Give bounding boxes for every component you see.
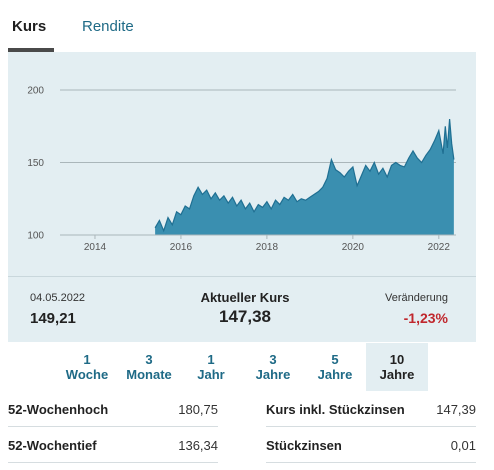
stat-row-accrued-interest: Stückzinsen 0,01 [266,427,476,463]
stat-label: 52-Wochentief [8,438,97,453]
period-unit: Jahre [379,367,415,382]
stat-value: 147,39 [436,402,476,417]
x-tick-label: 2018 [256,242,279,253]
stat-row-52w-low: 52-Wochentief 136,34 [8,427,218,463]
period-number: 1 [207,352,215,367]
stat-row-52w-high: 52-Wochenhoch 180,75 [8,391,218,427]
change-value: -1,23% [403,310,448,326]
price-date: 04.05.2022 [30,292,86,304]
stat-value: 180,75 [178,402,218,417]
x-tick-label: 2020 [342,242,365,253]
price-chart: 100 150 200 2014 2016 2018 2020 2022 [8,52,476,276]
current-price-value: 147,38 [219,307,271,326]
price-info-panel: 04.05.2022 149,21 Aktueller Kurs 147,38 … [8,276,476,342]
change-label: Veränderung [385,292,448,304]
period-number: 10 [389,352,405,367]
period-1-week-button[interactable]: 1 Woche [56,343,118,391]
period-10-years-button[interactable]: 10 Jahre [366,343,428,391]
y-tick-label: 150 [27,158,44,169]
period-unit: Monate [126,367,172,382]
price-area [155,119,454,235]
current-price-label: Aktueller Kurs [200,290,290,305]
y-tick-label: 100 [27,231,44,242]
period-unit: Jahr [197,367,225,382]
period-3-months-button[interactable]: 3 Monate [118,343,180,391]
period-number: 5 [331,352,339,367]
stat-row-price-incl-interest: Kurs inkl. Stückzinsen 147,39 [266,391,476,427]
price-line [154,118,455,233]
period-3-years-button[interactable]: 3 Jahre [242,343,304,391]
period-5-years-button[interactable]: 5 Jahre [304,343,366,391]
previous-price: 149,21 [30,310,76,327]
x-tick-label: 2022 [428,242,451,253]
x-tick-label: 2016 [170,242,193,253]
active-tab-indicator [8,48,54,52]
period-unit: Woche [65,367,109,382]
period-1-year-button[interactable]: 1 Jahr [180,343,242,391]
period-number: 3 [145,352,153,367]
period-number: 1 [83,352,91,367]
stat-value: 136,34 [178,438,218,453]
stat-label: Kurs inkl. Stückzinsen [266,402,405,417]
stat-label: 52-Wochenhoch [8,402,109,417]
period-unit: Jahre [255,367,291,382]
tab-kurs[interactable]: Kurs [12,18,47,35]
period-unit: Jahre [317,367,353,382]
period-number: 3 [269,352,277,367]
stat-label: Stückzinsen [266,438,342,453]
tab-bar: Kurs Rendite [0,0,494,52]
chart-canvas: 100 150 200 2014 2016 2018 2020 2022 [27,86,456,253]
y-tick-label: 200 [27,86,44,97]
x-tick-label: 2014 [84,242,107,253]
stat-value: 0,01 [450,438,476,453]
tab-rendite[interactable]: Rendite [82,18,134,35]
